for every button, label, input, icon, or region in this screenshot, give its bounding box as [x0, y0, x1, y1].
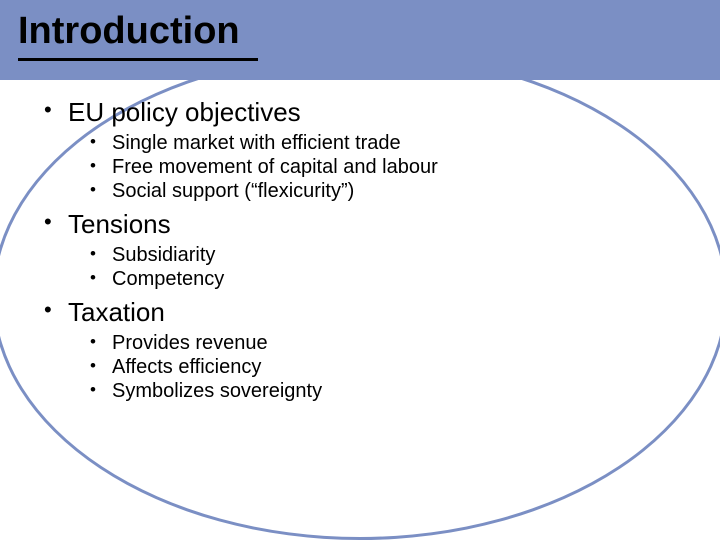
- bullet-lvl2: Competency: [40, 268, 680, 291]
- title-underline: [18, 58, 258, 61]
- bullet-lvl1: EU policy objectives: [40, 97, 680, 128]
- bullet-lvl2: Symbolizes sovereignty: [40, 380, 680, 403]
- bullet-lvl2: Social support (“flexicurity”): [40, 180, 680, 203]
- bullet-lvl1: Tensions: [40, 209, 680, 240]
- bullet-lvl1: Taxation: [40, 297, 680, 328]
- slide-title: Introduction: [18, 10, 240, 53]
- bullet-lvl2: Subsidiarity: [40, 244, 680, 267]
- bullet-group: Taxation Provides revenue Affects effici…: [40, 297, 680, 403]
- bullet-lvl2: Affects efficiency: [40, 356, 680, 379]
- slide-content: EU policy objectives Single market with …: [40, 95, 680, 409]
- bullet-group: Tensions Subsidiarity Competency: [40, 209, 680, 291]
- bullet-lvl2: Single market with efficient trade: [40, 132, 680, 155]
- bullet-group: EU policy objectives Single market with …: [40, 97, 680, 203]
- bullet-lvl2: Free movement of capital and labour: [40, 156, 680, 179]
- bullet-lvl2: Provides revenue: [40, 332, 680, 355]
